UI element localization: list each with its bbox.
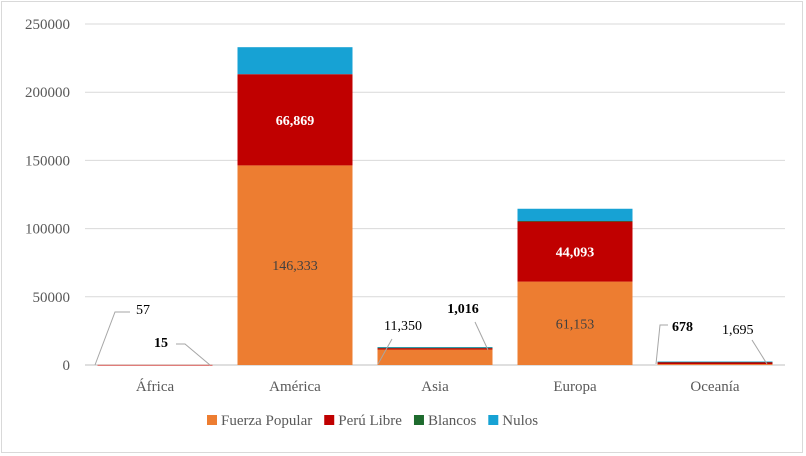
data-label: 66,869 [276,114,315,129]
legend-swatch [207,415,217,425]
y-axis-ticks: 0 50000 100000 150000 200000 250000 [25,17,70,374]
data-label: 11,350 [384,319,422,334]
data-label: 1,695 [722,323,754,338]
callout-line [751,339,768,365]
x-category-label: Oceanía [690,379,739,395]
callout-line [176,343,211,366]
x-axis-categories: África América Asia Europa Oceanía [136,378,740,395]
bar-segment [377,347,493,348]
legend-item: Nulos [488,413,538,429]
bar-segment [237,47,353,75]
y-tick-label: 150000 [25,153,70,169]
data-label: 678 [672,320,693,335]
bar-segment [657,361,773,365]
legend: Fuerza Popular Perú Libre Blancos Nulos [207,413,538,429]
y-tick-label: 0 [63,358,71,374]
bar-segment [517,281,633,365]
legend-label: Perú Libre [338,413,402,429]
bar-segment [377,348,493,350]
y-tick-label: 200000 [25,85,70,101]
bar-segment [517,221,633,222]
legend-item: Fuerza Popular [207,413,312,429]
callout-lines [94,311,768,366]
bar-segment [657,364,773,365]
bar-segment [237,165,353,365]
data-labels: 57 15 146,333 66,869 11,350 1,016 61,153 44,093… [136,114,754,351]
callout-line [655,324,668,365]
legend-swatch [324,415,335,425]
bar-segment [237,74,353,166]
legend-label: Nulos [502,413,538,429]
x-category-label: Europa [553,379,597,395]
data-label: 15 [154,336,168,351]
data-label: 57 [136,303,150,318]
bar-segment [377,349,493,365]
callout-line [474,321,489,351]
data-label: 146,333 [272,259,318,274]
legend-label: Blancos [428,413,476,429]
legend-swatch [488,415,499,425]
data-label: 61,153 [556,317,595,332]
callout-line [377,338,393,365]
y-tick-label: 100000 [25,222,70,238]
data-label: 44,093 [556,246,595,261]
x-category-label: Asia [421,379,449,395]
bar-segment [517,208,633,222]
y-tick-label: 250000 [25,17,70,33]
callout-line [94,311,130,366]
data-label: 1,016 [447,302,479,317]
x-category-label: África [136,378,175,395]
gridlines [85,23,785,366]
bar-segment [97,364,213,366]
legend-swatch [413,415,424,425]
bar-segment [657,361,773,363]
legend-item: Perú Libre [324,413,402,429]
legend-item: Blancos [413,413,476,429]
x-category-label: América [269,379,321,395]
bar-segment [377,347,493,349]
legend-label: Fuerza Popular [221,413,312,429]
bar-segment [517,221,633,282]
bars [97,47,773,366]
y-tick-label: 50000 [33,290,71,306]
